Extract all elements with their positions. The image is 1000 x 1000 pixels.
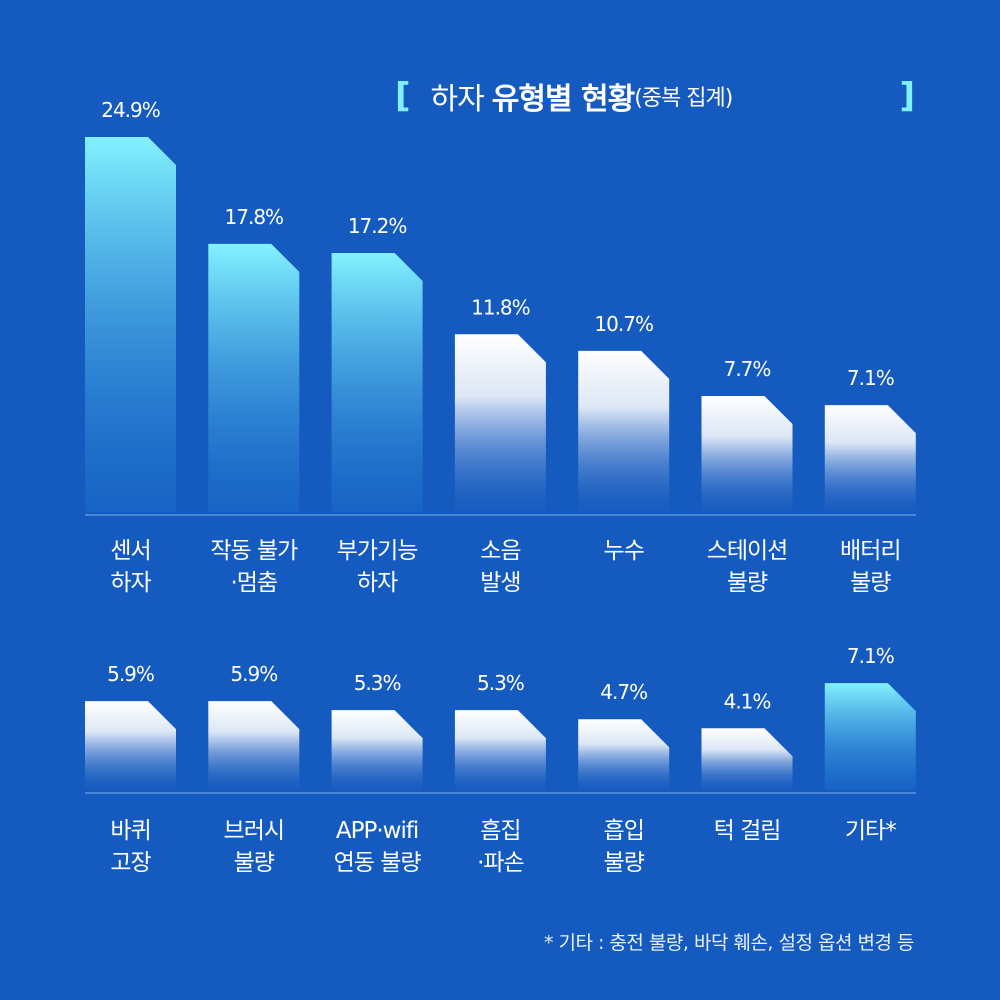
bar-2-6 xyxy=(701,728,793,790)
data-label-1-3: 17.2% xyxy=(348,214,407,238)
bar-1-3 xyxy=(331,252,423,512)
data-label-2-2: 5.9% xyxy=(230,662,277,686)
title-subtitle: (중복 집계) xyxy=(634,86,733,111)
bar-1-5 xyxy=(578,350,670,512)
category-label-1-2-line2: ·멈춤 xyxy=(230,570,277,596)
data-label-2-1: 5.9% xyxy=(107,662,154,686)
category-label-2-5-line2: 불량 xyxy=(604,850,645,876)
data-label-2-5: 4.7% xyxy=(600,680,647,704)
bar-1-7 xyxy=(824,405,916,512)
category-label-1-4-line1: 소음 xyxy=(480,538,520,564)
category-label-2-7-line1: 기타* xyxy=(845,818,896,844)
category-label-1-3-line1: 부가기능 xyxy=(337,538,418,564)
data-label-1-6: 7.7% xyxy=(724,357,771,381)
data-label-1-4: 11.8% xyxy=(471,295,530,319)
data-label-1-7: 7.1% xyxy=(847,366,894,390)
bar-2-5 xyxy=(578,719,670,790)
category-label-1-1-line2: 하자 xyxy=(110,570,151,596)
chart-title: [ 하자 유형별 현황 (중복 집계) ] xyxy=(395,74,925,118)
category-label-1-3-line2: 하자 xyxy=(357,570,398,596)
data-label-1-1: 24.9% xyxy=(101,98,160,122)
category-label-2-6-line1: 턱 걸림 xyxy=(714,818,781,844)
category-label-1-1-line1: 센서 xyxy=(110,538,150,564)
bar-2-1 xyxy=(85,701,176,790)
category-label-1-6-line2: 불량 xyxy=(727,570,768,596)
category-label-1-7-line2: 불량 xyxy=(850,570,891,596)
bar-2-3 xyxy=(331,710,423,790)
data-label-2-3: 5.3% xyxy=(354,671,401,695)
category-label-1-7-line1: 배터리 xyxy=(840,538,900,564)
category-label-2-2-line2: 불량 xyxy=(234,850,275,876)
category-label-2-2-line1: 브러시 xyxy=(224,818,284,844)
bar-1-4 xyxy=(454,334,546,512)
bar-1-1 xyxy=(85,137,176,513)
category-label-2-3-line2: 연동 불량 xyxy=(334,850,422,876)
footnote: * 기타 : 충전 불량, 바닥 훼손, 설정 옵션 변경 등 xyxy=(543,932,915,954)
data-label-1-2: 17.8% xyxy=(225,205,284,229)
category-label-1-4-line2: 발생 xyxy=(480,570,520,596)
data-label-2-6: 4.1% xyxy=(724,689,771,713)
bar-2-4 xyxy=(454,710,546,790)
category-label-2-3-line1: APP·wifi xyxy=(336,818,418,844)
category-label-1-2-line1: 작동 불가 xyxy=(210,538,298,564)
title-bracket-close: ] xyxy=(899,76,915,116)
bar-1-2 xyxy=(208,243,300,512)
data-label-1-5: 10.7% xyxy=(594,312,653,336)
category-label-1-5-line1: 누수 xyxy=(604,538,644,564)
bar-1-6 xyxy=(701,396,793,512)
bar-2-7 xyxy=(824,683,916,790)
category-label-2-4-line2: ·파손 xyxy=(477,850,524,876)
title-bold: 유형별 현황 xyxy=(491,82,635,117)
category-label-2-1-line2: 고장 xyxy=(110,850,151,876)
title-bracket-open: [ xyxy=(395,76,411,116)
category-label-2-1-line1: 바퀴 xyxy=(110,818,150,844)
category-label-2-5-line1: 흡입 xyxy=(604,818,644,844)
category-label-1-6-line1: 스테이션 xyxy=(707,538,788,564)
data-label-2-4: 5.3% xyxy=(477,671,524,695)
data-label-2-7: 7.1% xyxy=(847,644,894,668)
title-plain: 하자 xyxy=(430,82,485,117)
category-label-2-4-line1: 흠집 xyxy=(480,818,520,844)
bar-2-2 xyxy=(208,701,300,790)
